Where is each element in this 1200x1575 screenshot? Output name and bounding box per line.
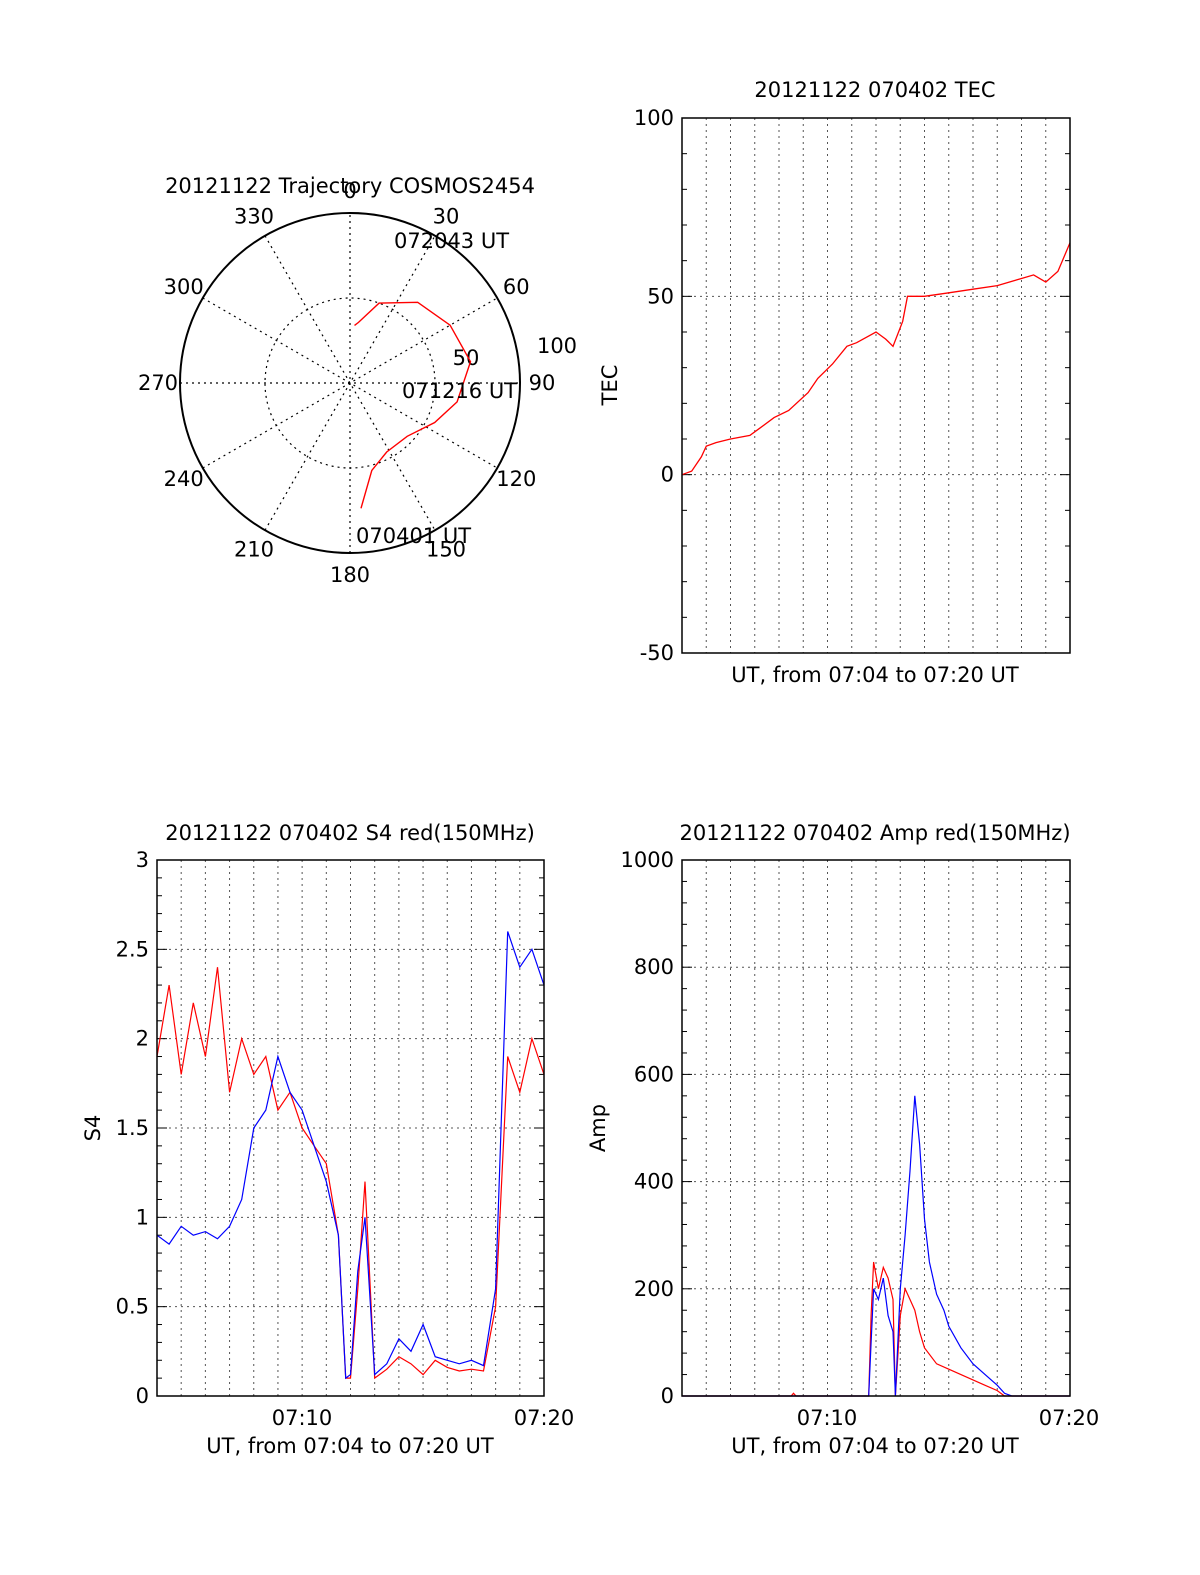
polar-angle-label-180: 180 (330, 563, 370, 587)
y-tick-label: 1.5 (116, 1116, 149, 1140)
amp-blue-series-line (682, 1095, 1070, 1397)
amp-xtick-0720: 07:20 (1039, 1406, 1100, 1430)
polar-angle-label-120: 120 (496, 467, 536, 491)
polar-angle-label-300: 300 (164, 275, 204, 299)
y-tick-label: 3 (136, 848, 149, 872)
y-tick-label: 1 (136, 1205, 149, 1229)
amp-plot-frame (681, 859, 1071, 1397)
y-tick-label: 0.5 (116, 1295, 149, 1319)
amp-title: 20121122 070402 Amp red(150MHz) (679, 821, 1070, 845)
s4-xtick-0710: 07:10 (272, 1406, 333, 1430)
y-tick-label: 100 (634, 106, 674, 130)
polar-angle-label-210: 210 (234, 537, 274, 561)
polar-radial-label-100: 100 (537, 334, 577, 358)
s4-gridlines (157, 859, 544, 1397)
polar-angle-label-0: 0 (343, 179, 356, 203)
y-tick-label: 0 (661, 1384, 674, 1408)
s4-blue-series-line (156, 931, 545, 1380)
polar-angle-label-330: 330 (234, 205, 274, 229)
polar-radial-label-50: 50 (453, 346, 480, 370)
polar-spoke-150 (264, 235, 436, 531)
polar-annotation-end: 072043 UT (394, 229, 509, 253)
polar-angle-label-150: 150 (426, 537, 466, 561)
y-tick-label: -50 (640, 641, 674, 665)
tec-series-line (681, 242, 1071, 476)
amp-gridlines (682, 859, 1070, 1397)
s4-plot-frame (156, 859, 545, 1397)
y-tick-label: 2 (136, 1027, 149, 1051)
polar-trajectory-line (354, 301, 472, 509)
y-tick-label: 1000 (621, 848, 674, 872)
tec-y-ticks: 100 50 0 -50 (634, 106, 674, 665)
polar-trajectory-plot: 20121122 Trajectory COSMOS2454 0 30 60 90 12… (138, 174, 577, 587)
polar-angle-labels: 0 30 60 90 120 150 180 210 240 270 300 330 (138, 179, 555, 587)
tec-x-axis-label: UT, from 07:04 to 07:20 UT (731, 663, 1019, 687)
polar-angle-label-270: 270 (138, 371, 178, 395)
y-tick-label: 600 (634, 1062, 674, 1086)
polar-title: 20121122 Trajectory COSMOS2454 (165, 174, 535, 198)
polar-spokes (180, 213, 520, 553)
s4-plot: 20121122 070402 S4 red(150MHz) 3 2.5 2 1.5 1… (81, 821, 574, 1458)
polar-annotation-mid: 071216 UT (402, 379, 517, 403)
polar-angle-label-90: 90 (529, 371, 556, 395)
s4-x-axis-label: UT, from 07:04 to 07:20 UT (206, 1434, 494, 1458)
polar-angle-label-60: 60 (503, 275, 530, 299)
amp-y-axis-label: Amp (586, 1104, 610, 1152)
y-tick-label: 200 (634, 1277, 674, 1301)
tec-plot: 20121122 070402 TEC 100 50 0 -50 TEC UT, fr… (598, 78, 1071, 687)
tec-gridlines (682, 117, 1070, 654)
amp-plot: 20121122 070402 Amp red(150MHz) 1000 800 6… (586, 821, 1099, 1458)
y-tick-label: 50 (647, 284, 674, 308)
polar-angle-label-240: 240 (164, 467, 204, 491)
s4-y-ticks: 3 2.5 2 1.5 1 0.5 0 (116, 848, 149, 1408)
s4-xtick-0720: 07:20 (514, 1406, 575, 1430)
y-tick-label: 400 (634, 1170, 674, 1194)
amp-y-ticks: 1000 800 600 400 200 0 (621, 848, 674, 1408)
polar-angle-label-30: 30 (433, 205, 460, 229)
polar-annotation-start: 070401 UT (356, 524, 471, 548)
s4-title: 20121122 070402 S4 red(150MHz) (165, 821, 535, 845)
amp-xtick-0710: 07:10 (797, 1406, 858, 1430)
tec-plot-frame (681, 117, 1071, 654)
y-tick-label: 0 (661, 463, 674, 487)
amp-x-axis-label: UT, from 07:04 to 07:20 UT (731, 1434, 1019, 1458)
y-tick-label: 800 (634, 955, 674, 979)
tec-title: 20121122 070402 TEC (754, 78, 995, 102)
y-tick-label: 2.5 (116, 937, 149, 961)
tec-y-axis-label: TEC (598, 365, 622, 407)
y-tick-label: 0 (136, 1384, 149, 1408)
s4-red-series-line (156, 967, 545, 1380)
s4-y-axis-label: S4 (81, 1115, 105, 1142)
